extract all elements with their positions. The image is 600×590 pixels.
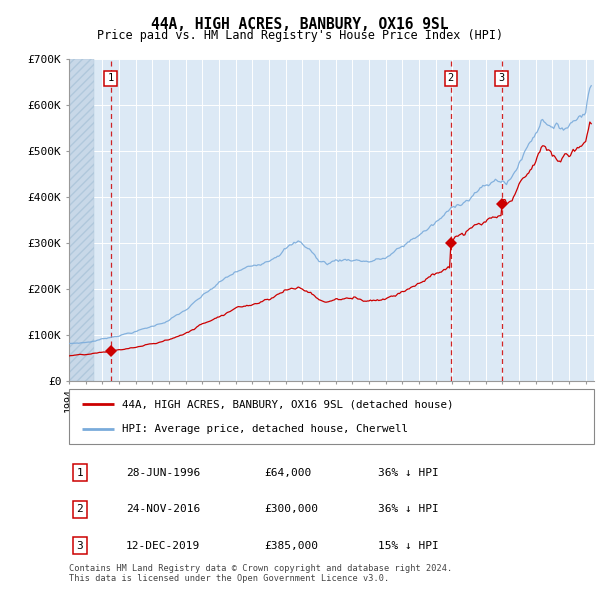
Text: 28-JUN-1996: 28-JUN-1996 (126, 468, 200, 477)
Bar (69, 59, 94, 381)
Text: Contains HM Land Registry data © Crown copyright and database right 2024.
This d: Contains HM Land Registry data © Crown c… (69, 563, 452, 583)
Text: 1: 1 (76, 468, 83, 477)
Text: 3: 3 (499, 74, 505, 83)
Text: 15% ↓ HPI: 15% ↓ HPI (378, 541, 439, 550)
Text: Price paid vs. HM Land Registry's House Price Index (HPI): Price paid vs. HM Land Registry's House … (97, 30, 503, 42)
Text: £385,000: £385,000 (264, 541, 318, 550)
Text: 1: 1 (107, 74, 113, 83)
Text: £64,000: £64,000 (264, 468, 311, 477)
Text: 3: 3 (76, 541, 83, 550)
FancyBboxPatch shape (69, 389, 594, 444)
Text: 36% ↓ HPI: 36% ↓ HPI (378, 468, 439, 477)
Text: HPI: Average price, detached house, Cherwell: HPI: Average price, detached house, Cher… (121, 424, 407, 434)
Text: 12-DEC-2019: 12-DEC-2019 (126, 541, 200, 550)
Text: 2: 2 (448, 74, 454, 83)
Text: 44A, HIGH ACRES, BANBURY, OX16 9SL (detached house): 44A, HIGH ACRES, BANBURY, OX16 9SL (deta… (121, 399, 453, 409)
Text: 24-NOV-2016: 24-NOV-2016 (126, 504, 200, 514)
Text: 2: 2 (76, 504, 83, 514)
Text: £300,000: £300,000 (264, 504, 318, 514)
Text: 36% ↓ HPI: 36% ↓ HPI (378, 504, 439, 514)
Text: 44A, HIGH ACRES, BANBURY, OX16 9SL: 44A, HIGH ACRES, BANBURY, OX16 9SL (151, 17, 449, 31)
